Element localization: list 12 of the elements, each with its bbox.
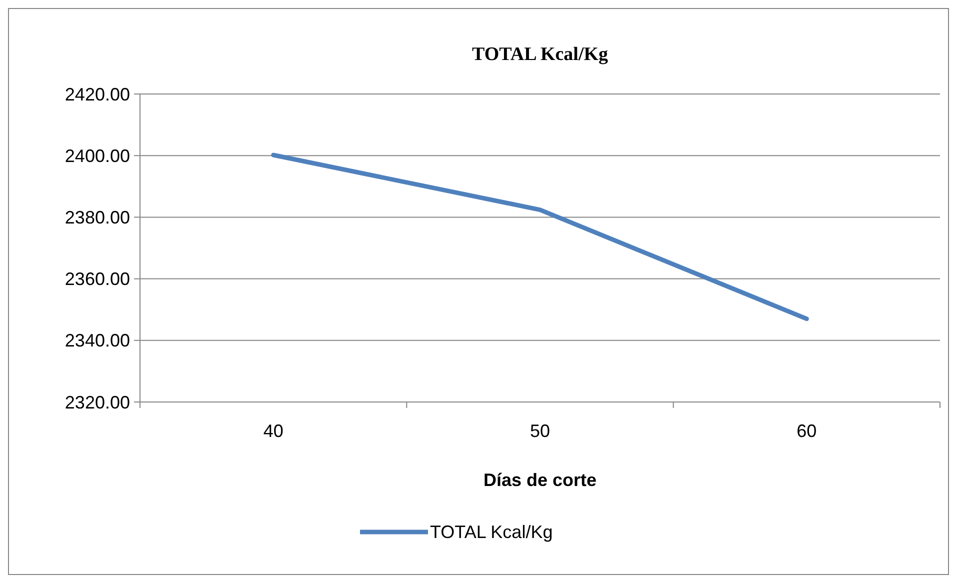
y-tick-label: 2380.00 bbox=[64, 208, 130, 228]
y-tick-label: 2340.00 bbox=[64, 330, 130, 351]
x-tick-label: 60 bbox=[796, 421, 817, 441]
x-tick-label: 50 bbox=[530, 421, 550, 441]
y-tick-label: 2420.00 bbox=[64, 84, 130, 104]
y-tick-label: 2400.00 bbox=[64, 146, 130, 166]
chart-title: TOTAL Kcal/Kg bbox=[472, 44, 609, 65]
y-tick-label: 2320.00 bbox=[64, 392, 130, 412]
x-axis-title: Días de corte bbox=[483, 470, 597, 490]
x-tick-label: 40 bbox=[263, 421, 284, 441]
y-tick-label: 2360.00 bbox=[64, 269, 130, 290]
legend-label: TOTAL Kcal/Kg bbox=[430, 522, 553, 542]
